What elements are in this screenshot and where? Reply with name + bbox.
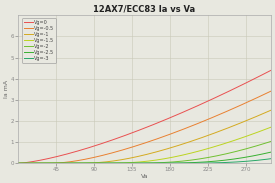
Vg=-3 — [81, 162, 85, 164]
Vg=0 — [16, 162, 20, 164]
Line: Vg=-2: Vg=-2 — [18, 141, 271, 163]
Vg=-1 — [207, 134, 210, 136]
Vg=-3 — [61, 162, 65, 164]
Vg=0 — [166, 118, 169, 120]
Vg=-3 — [16, 162, 20, 164]
Vg=-2 — [81, 162, 85, 164]
Vg=-2.5 — [207, 161, 210, 163]
Vg=-1 — [131, 156, 134, 159]
Vg=-2.5 — [185, 162, 189, 164]
Vg=-1 — [61, 162, 65, 164]
Vg=-2 — [207, 156, 210, 158]
Title: 12AX7/ECC83 Ia vs Va: 12AX7/ECC83 Ia vs Va — [94, 4, 196, 13]
Vg=0 — [207, 100, 210, 102]
Vg=-0.5 — [207, 118, 210, 120]
Vg=-0.5 — [131, 146, 134, 148]
Vg=-0.5 — [269, 90, 273, 92]
Vg=-1 — [81, 162, 85, 164]
Vg=-1.5 — [166, 157, 169, 159]
Vg=-0.5 — [16, 162, 20, 164]
Vg=-1.5 — [269, 126, 273, 128]
Vg=-2.5 — [166, 162, 169, 164]
Vg=-2 — [16, 162, 20, 164]
Vg=-1 — [166, 148, 169, 150]
Line: Vg=-1.5: Vg=-1.5 — [18, 127, 271, 163]
Vg=-1 — [185, 142, 189, 144]
Legend: Vg=0, Vg=-0.5, Vg=-1, Vg=-1.5, Vg=-2, Vg=-2.5, Vg=-3: Vg=0, Vg=-0.5, Vg=-1, Vg=-1.5, Vg=-2, Vg… — [22, 18, 56, 63]
Vg=-0.5 — [166, 134, 169, 136]
Vg=-1.5 — [16, 162, 20, 164]
Vg=-2 — [61, 162, 65, 164]
Vg=0 — [185, 109, 189, 112]
Vg=-1 — [269, 109, 273, 111]
Vg=-3 — [207, 162, 210, 164]
Vg=-1.5 — [81, 162, 85, 164]
Y-axis label: Ia mA: Ia mA — [4, 80, 9, 98]
Line: Vg=-1: Vg=-1 — [18, 110, 271, 163]
Vg=-2 — [166, 161, 169, 163]
Vg=-1.5 — [131, 161, 134, 164]
Vg=-2.5 — [61, 162, 65, 164]
Vg=-3 — [131, 162, 134, 164]
Vg=-2.5 — [16, 162, 20, 164]
Vg=-2.5 — [81, 162, 85, 164]
Vg=0 — [131, 132, 134, 134]
Vg=-2 — [185, 160, 189, 162]
Vg=-0.5 — [185, 127, 189, 129]
Vg=-1.5 — [61, 162, 65, 164]
Vg=0 — [81, 148, 85, 150]
Vg=-2 — [131, 162, 134, 164]
Vg=0 — [269, 69, 273, 72]
Vg=-3 — [185, 162, 189, 164]
Vg=0 — [61, 154, 65, 156]
Line: Vg=-3: Vg=-3 — [18, 159, 271, 163]
X-axis label: Va: Va — [141, 174, 148, 179]
Vg=-0.5 — [81, 158, 85, 161]
Vg=-0.5 — [61, 161, 65, 164]
Vg=-3 — [269, 158, 273, 160]
Vg=-2.5 — [269, 151, 273, 153]
Vg=-2.5 — [131, 162, 134, 164]
Vg=-3 — [166, 162, 169, 164]
Vg=-1 — [16, 162, 20, 164]
Line: Vg=-0.5: Vg=-0.5 — [18, 91, 271, 163]
Vg=-2 — [269, 140, 273, 143]
Vg=-1.5 — [207, 147, 210, 150]
Vg=-1.5 — [185, 153, 189, 155]
Line: Vg=-2.5: Vg=-2.5 — [18, 152, 271, 163]
Line: Vg=0: Vg=0 — [18, 70, 271, 163]
